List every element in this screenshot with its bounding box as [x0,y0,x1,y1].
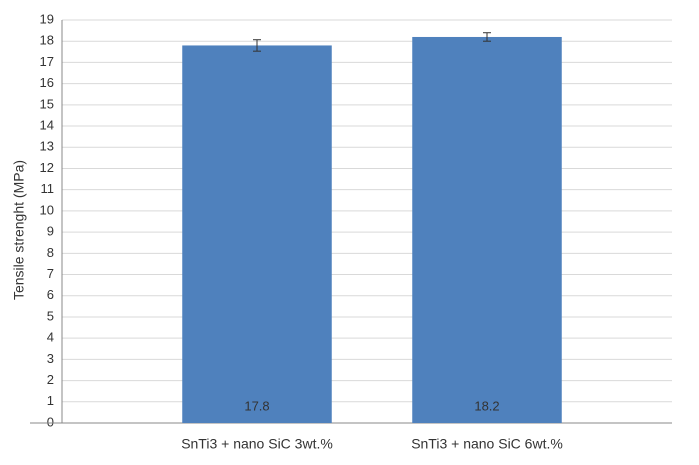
y-tick-label: 18 [40,33,54,48]
y-tick-label: 11 [41,181,55,196]
bar [182,45,332,423]
error-bar [253,39,261,52]
y-tick-label: 19 [40,11,54,26]
y-tick-label: 8 [47,245,54,260]
y-tick-label: 7 [47,266,54,281]
y-axis-label: Tensile strenght (MPa) [11,160,27,300]
data-label: 18.2 [474,398,499,413]
y-tick-label: 6 [47,287,54,302]
y-tick-label: 10 [40,202,54,217]
x-tick-label: SnTi3 + nano SiC 3wt.% [181,436,333,452]
y-tick-label: 16 [40,75,54,90]
y-tick-label: 2 [47,372,54,387]
y-tick-label: 5 [47,308,54,323]
error-bar [483,32,491,42]
y-tick-label: 17 [40,54,54,69]
x-tick-label: SnTi3 + nano SiC 6wt.% [411,436,563,452]
data-label: 17.8 [244,398,269,413]
y-tick-label: 4 [47,330,54,345]
y-tick-label: 14 [40,117,54,132]
y-tick-label: 3 [47,351,54,366]
y-tick-label: 1 [47,393,54,408]
y-tick-label: 15 [40,96,54,111]
y-tick-label: 12 [40,160,54,175]
bar [412,36,562,424]
y-tick-label: 9 [47,224,54,239]
y-tick-label: 13 [40,139,54,154]
y-tick-label: 0 [47,414,54,429]
